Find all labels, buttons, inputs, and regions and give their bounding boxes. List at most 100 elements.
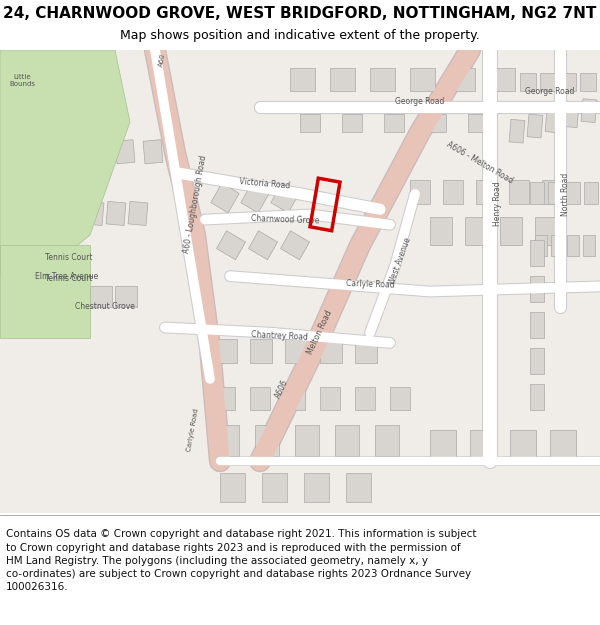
Bar (530, 276, 544, 302)
Bar (530, 240, 544, 266)
Bar (527, 114, 543, 138)
Bar (560, 72, 576, 91)
Bar (290, 69, 315, 91)
Text: Map shows position and indicative extent of the property.: Map shows position and indicative extent… (120, 29, 480, 42)
Bar (128, 201, 148, 226)
Bar (215, 425, 239, 456)
Bar (410, 69, 435, 91)
Bar (87, 139, 107, 164)
Bar (310, 178, 340, 231)
Text: A60: A60 (158, 53, 166, 68)
Bar (563, 104, 579, 127)
Bar (211, 183, 239, 213)
Bar (92, 94, 116, 124)
Bar (90, 286, 112, 307)
Text: North Road: North Road (560, 173, 569, 216)
Bar (304, 474, 329, 502)
Bar (384, 114, 404, 132)
Bar (250, 339, 272, 364)
Bar (430, 216, 452, 245)
Bar (106, 201, 126, 226)
Bar (143, 139, 163, 164)
Bar (300, 114, 320, 132)
Text: Tennis Court: Tennis Court (45, 253, 92, 262)
Bar (530, 181, 544, 204)
Bar (271, 183, 299, 213)
Bar (28, 94, 52, 124)
Bar (115, 286, 137, 307)
Bar (84, 201, 104, 226)
Bar (426, 114, 446, 132)
Bar (390, 387, 410, 410)
Bar (285, 339, 307, 364)
Bar (342, 114, 362, 132)
Bar (410, 179, 430, 204)
Text: Little
Bounds: Little Bounds (9, 74, 35, 88)
Bar (500, 216, 522, 245)
Text: A60 - Loughborough Road: A60 - Loughborough Road (182, 154, 208, 254)
Bar (465, 216, 487, 245)
Text: Melton Road: Melton Road (306, 309, 334, 356)
Bar (551, 235, 563, 256)
Bar (583, 235, 595, 256)
Bar (542, 179, 562, 204)
Text: Tennis Court: Tennis Court (45, 274, 92, 282)
Bar (443, 179, 463, 204)
Bar (548, 181, 562, 204)
Bar (60, 94, 84, 124)
Bar (215, 387, 235, 410)
Text: Carlyle Road: Carlyle Road (346, 279, 394, 289)
Bar (530, 348, 544, 374)
Bar (510, 430, 536, 461)
Bar (330, 69, 355, 91)
Text: Charnwood Grove: Charnwood Grove (251, 214, 319, 225)
Bar (540, 72, 556, 91)
Bar (217, 231, 245, 260)
Bar (468, 114, 488, 132)
Text: Contains OS data © Crown copyright and database right 2021. This information is : Contains OS data © Crown copyright and d… (6, 529, 476, 592)
Text: A606: A606 (274, 378, 290, 400)
Bar (520, 72, 536, 91)
Bar (320, 339, 342, 364)
Bar (545, 109, 561, 132)
Bar (584, 181, 598, 204)
Bar (335, 425, 359, 456)
Bar (490, 69, 515, 91)
Text: Carlyle Road: Carlyle Road (186, 408, 200, 452)
Bar (530, 312, 544, 338)
Text: Victoria Road: Victoria Road (239, 177, 291, 191)
Bar (567, 235, 579, 256)
Text: Henry Road: Henry Road (493, 182, 502, 226)
Bar (59, 139, 79, 164)
Bar (580, 72, 596, 91)
Bar (250, 387, 270, 410)
Bar (241, 183, 269, 213)
Text: Elm Tree Avenue: Elm Tree Avenue (35, 272, 98, 281)
Bar (115, 139, 135, 164)
Text: A606 - Melton Road: A606 - Melton Road (445, 141, 515, 186)
Bar (215, 339, 237, 364)
Text: George Road: George Road (395, 97, 445, 106)
Bar (470, 430, 496, 461)
Polygon shape (0, 245, 90, 338)
Bar (320, 387, 340, 410)
Bar (280, 231, 310, 260)
Bar (285, 387, 305, 410)
Bar (346, 474, 371, 502)
Bar (581, 99, 597, 122)
Bar (262, 474, 287, 502)
Bar (220, 474, 245, 502)
Bar (355, 387, 375, 410)
Bar (530, 384, 544, 410)
Bar (550, 430, 576, 461)
Bar (509, 119, 525, 143)
Bar (566, 181, 580, 204)
Bar (430, 430, 456, 461)
Bar (535, 216, 557, 245)
Bar (476, 179, 496, 204)
Bar (535, 235, 547, 256)
Bar (355, 339, 377, 364)
Bar (450, 69, 475, 91)
Text: 24, CHARNWOOD GROVE, WEST BRIDGFORD, NOTTINGHAM, NG2 7NT: 24, CHARNWOOD GROVE, WEST BRIDGFORD, NOT… (4, 6, 596, 21)
Bar (255, 425, 279, 456)
